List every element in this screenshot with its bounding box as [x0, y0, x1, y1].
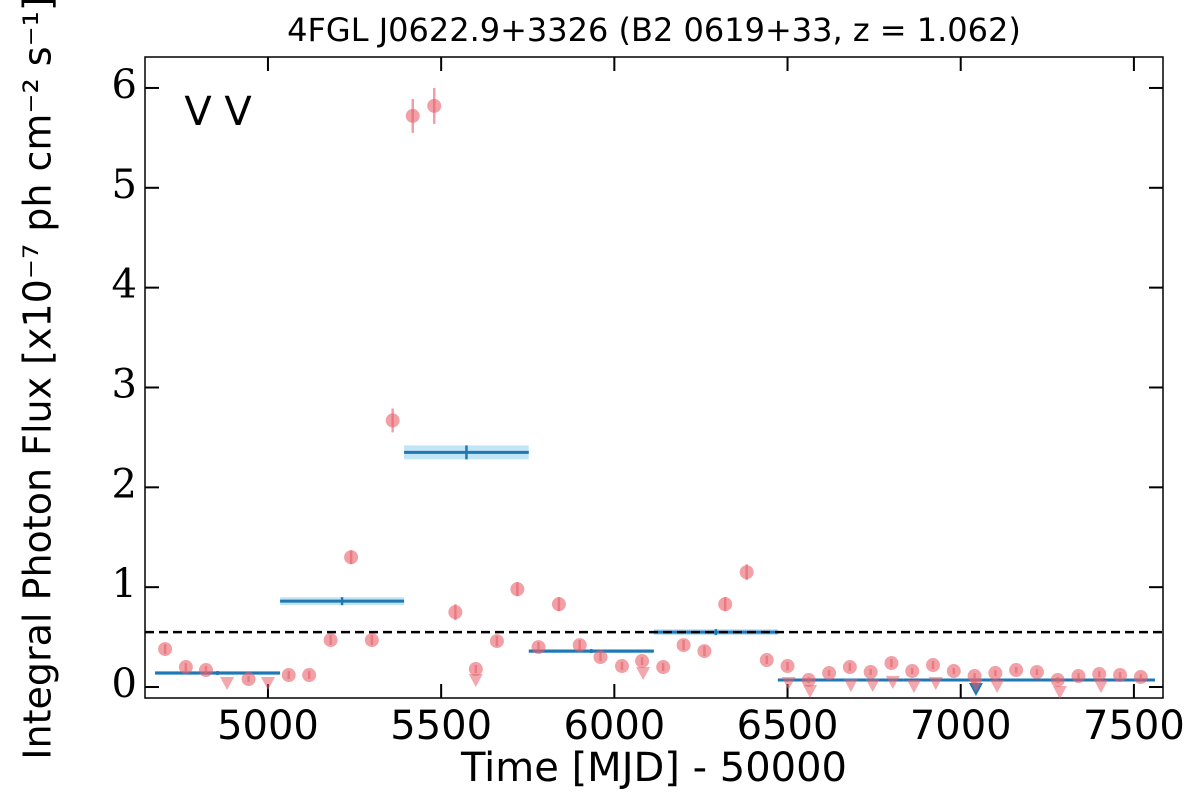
flux-point	[198, 663, 213, 678]
flux-point	[614, 659, 629, 674]
flux-point	[178, 660, 193, 675]
upper-limit	[906, 680, 921, 694]
upper-limit	[1093, 680, 1108, 694]
flux-point	[448, 605, 463, 620]
upper-limit	[636, 667, 651, 681]
plot-frame	[144, 56, 1164, 699]
flux-point	[863, 665, 878, 680]
upper-limit	[928, 677, 943, 691]
flux-point	[323, 633, 338, 648]
legend-label: V	[184, 89, 212, 135]
flux-point	[801, 673, 816, 688]
flux-point	[1071, 669, 1086, 684]
flux-point	[593, 650, 608, 665]
flux-point	[364, 633, 379, 648]
flux-point	[780, 659, 795, 674]
flux-point	[842, 660, 857, 675]
chart-title: 4FGL J0622.9+3326 (B2 0619+33, z = 1.062…	[287, 11, 1021, 49]
y-tick-label: 0	[112, 661, 137, 707]
flux-point	[427, 98, 442, 113]
y-axis-label: Integral Photon Flux [x10⁻⁷ ph cm⁻² s⁻¹]	[16, 0, 60, 760]
flux-point	[905, 664, 920, 679]
x-tick-label: 5000	[217, 703, 319, 749]
flux-point	[510, 582, 525, 597]
y-tick-label: 3	[112, 361, 137, 407]
x-tick-label: 6500	[737, 703, 839, 749]
flux-point	[926, 658, 941, 673]
flux-point	[884, 656, 899, 671]
flux-point	[946, 664, 961, 679]
flux-point	[739, 565, 754, 580]
upper-limit	[220, 677, 235, 691]
upper-limit	[990, 680, 1005, 694]
upper-limit	[803, 685, 818, 699]
flux-point	[635, 654, 650, 669]
flux-point	[759, 653, 774, 668]
flux-point	[551, 597, 566, 612]
flux-point	[302, 668, 317, 683]
flux-point	[468, 662, 483, 677]
y-tick-label: 4	[112, 262, 137, 308]
flux-point	[241, 672, 256, 687]
upper-limit	[260, 677, 275, 691]
flux-point	[344, 550, 359, 565]
upper-limit	[968, 679, 983, 693]
flux-point	[676, 638, 691, 653]
legend-label: V	[224, 89, 252, 135]
flux-point	[572, 638, 587, 653]
flux-point	[822, 666, 837, 681]
upper-limit	[781, 677, 796, 691]
flux-point	[656, 660, 671, 675]
x-axis-label: Time [MJD] - 50000	[460, 745, 847, 791]
flux-point	[1113, 668, 1128, 683]
y-tick-label: 1	[112, 561, 137, 607]
flux-point	[1050, 673, 1065, 688]
flux-point	[281, 668, 296, 683]
upper-limit	[843, 679, 858, 693]
flux-point	[1133, 670, 1148, 685]
upper-limit	[865, 679, 880, 693]
x-tick-label: 7500	[1083, 703, 1185, 749]
upper-limit	[885, 676, 900, 690]
upper-limit	[1052, 686, 1067, 700]
flux-point	[158, 642, 173, 657]
upper-limit	[468, 674, 483, 688]
y-tick-label: 6	[112, 62, 137, 108]
flux-point	[1092, 667, 1107, 682]
flux-point	[489, 634, 504, 649]
x-tick-label: 7000	[910, 703, 1012, 749]
flux-point	[697, 644, 712, 659]
flux-point	[1009, 663, 1024, 678]
flux-point	[385, 413, 400, 428]
flux-point	[718, 597, 733, 612]
flux-point	[1029, 665, 1044, 680]
flux-point	[531, 640, 546, 655]
y-tick-label: 5	[112, 162, 137, 208]
flux-point	[988, 666, 1003, 681]
x-tick-label: 5500	[390, 703, 492, 749]
flux-point	[405, 108, 420, 123]
y-tick-label: 2	[112, 461, 137, 507]
x-tick-label: 6000	[563, 703, 665, 749]
